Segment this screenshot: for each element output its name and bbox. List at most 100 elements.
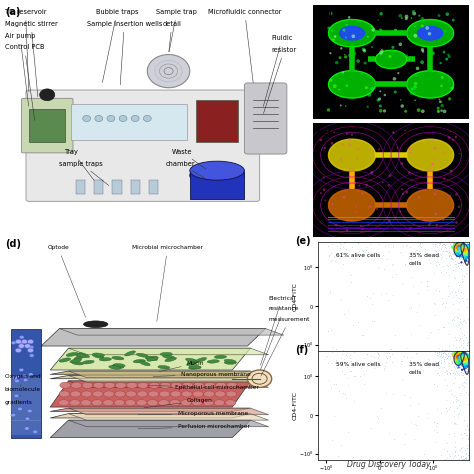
Bar <box>76 180 85 194</box>
Point <box>456 355 463 363</box>
Point <box>462 244 470 251</box>
Point <box>454 244 461 252</box>
Point <box>450 241 458 248</box>
Ellipse shape <box>204 382 215 388</box>
Point <box>456 358 463 365</box>
Point <box>461 248 468 256</box>
Point <box>455 354 462 361</box>
Point <box>424 355 431 363</box>
Point <box>458 243 465 250</box>
Point <box>379 251 387 259</box>
Point <box>460 248 468 255</box>
Point <box>456 246 464 253</box>
Point <box>461 246 468 253</box>
Point <box>456 243 464 251</box>
Point <box>460 357 468 365</box>
Point <box>458 349 465 357</box>
Point <box>461 244 469 252</box>
Point <box>453 245 461 252</box>
Point <box>458 242 466 249</box>
Point <box>456 245 464 253</box>
Point <box>463 354 471 362</box>
Point <box>448 243 456 251</box>
Point <box>329 344 337 351</box>
Point <box>454 242 461 250</box>
Point <box>460 356 467 363</box>
Point <box>456 245 464 252</box>
Point <box>457 244 465 251</box>
Point <box>452 351 460 359</box>
Point <box>463 355 470 362</box>
Point <box>462 355 469 362</box>
Point <box>453 241 461 249</box>
Point <box>459 243 466 250</box>
Point <box>455 246 462 254</box>
Circle shape <box>28 373 33 376</box>
Ellipse shape <box>160 352 172 356</box>
Point <box>455 243 462 251</box>
Point <box>458 353 465 360</box>
Point <box>455 352 463 359</box>
Point <box>453 241 460 249</box>
Point <box>463 454 470 461</box>
Point <box>459 245 467 253</box>
Point <box>459 349 467 356</box>
Point <box>338 350 346 357</box>
Point <box>457 244 465 252</box>
Point <box>462 357 469 365</box>
Point <box>455 351 462 359</box>
Point <box>456 242 463 250</box>
Point <box>337 355 345 362</box>
Point <box>460 246 467 253</box>
Point <box>453 245 461 253</box>
Point <box>455 352 463 360</box>
Point <box>460 246 468 254</box>
Ellipse shape <box>82 382 93 388</box>
Point <box>461 245 469 253</box>
Point <box>459 351 466 359</box>
Point <box>459 351 466 358</box>
Point <box>456 246 464 254</box>
Ellipse shape <box>186 361 198 365</box>
Point <box>454 353 461 361</box>
Point <box>457 243 465 251</box>
Point <box>456 352 463 360</box>
Bar <box>196 100 238 142</box>
Point <box>455 243 462 251</box>
Point <box>438 249 446 257</box>
Point <box>454 243 462 251</box>
Point <box>459 242 466 250</box>
Point <box>463 354 471 362</box>
Point <box>456 352 463 359</box>
Point <box>457 355 465 363</box>
Point <box>351 50 359 57</box>
Point <box>454 243 462 251</box>
Point <box>464 357 472 365</box>
Point <box>456 244 464 252</box>
Point <box>430 155 438 163</box>
Point <box>461 349 469 356</box>
Point <box>462 246 470 253</box>
Point <box>458 248 466 255</box>
Point <box>463 358 470 366</box>
Point <box>454 352 462 359</box>
Point <box>456 244 464 252</box>
Point <box>456 351 463 359</box>
Point <box>463 246 470 253</box>
Point <box>407 273 415 281</box>
Point <box>463 246 470 254</box>
Point <box>453 245 461 253</box>
Point <box>460 246 467 253</box>
Point <box>457 243 465 250</box>
Point <box>460 348 467 356</box>
Point <box>457 349 465 357</box>
Point <box>374 412 381 420</box>
Point <box>461 455 468 462</box>
Point <box>462 244 469 252</box>
Point <box>454 348 462 356</box>
Point <box>462 247 470 255</box>
Point <box>458 249 465 257</box>
Point <box>456 245 464 253</box>
Point <box>456 355 463 362</box>
Point <box>464 358 471 366</box>
